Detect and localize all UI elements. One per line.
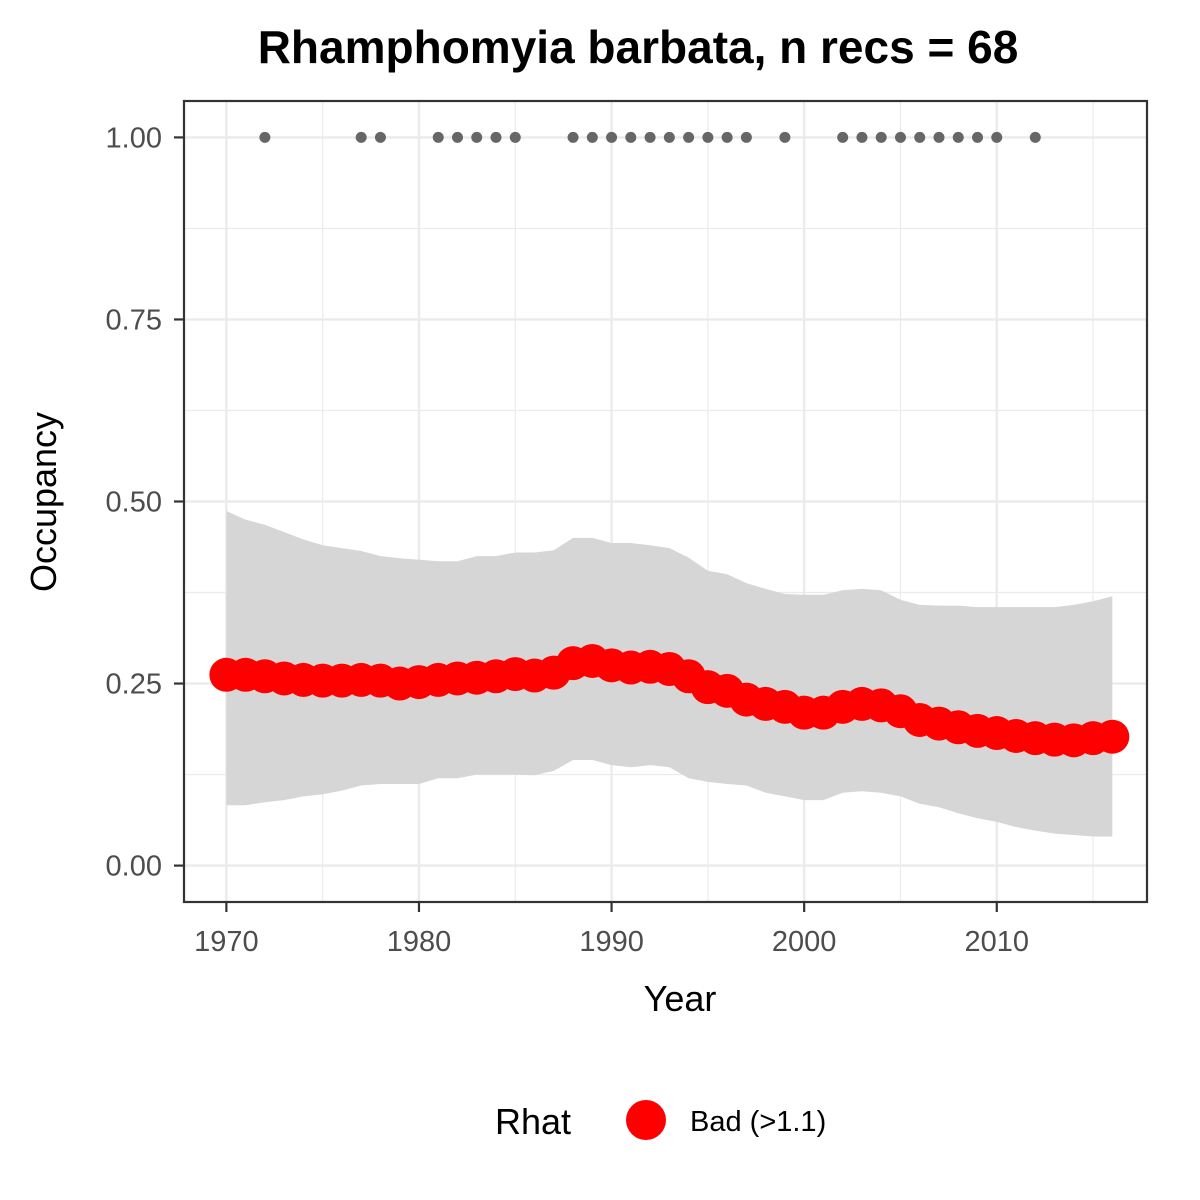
record-point-1985: [509, 131, 521, 143]
x-tick-label-2: 1990: [579, 926, 644, 958]
record-point-2010: [991, 131, 1003, 143]
record-point-1984: [490, 131, 502, 143]
y-axis-tick-labels: 0.00 0.25 0.50 0.75 1.00: [106, 122, 162, 882]
legend-key-bad: [626, 1100, 666, 1140]
record-point-1981: [432, 131, 444, 143]
x-tick-label-1: 1980: [387, 926, 452, 958]
record-point-1982: [451, 131, 463, 143]
y-axis-title: Occupancy: [23, 412, 64, 592]
record-point-2008: [952, 131, 964, 143]
record-point-2003: [856, 131, 868, 143]
record-point-1999: [779, 131, 791, 143]
record-point-1996: [721, 131, 733, 143]
record-point-1988: [567, 131, 579, 143]
x-axis-title: Year: [644, 978, 717, 1019]
record-point-1994: [683, 131, 695, 143]
x-tick-label-4: 2010: [965, 926, 1030, 958]
record-point-1978: [374, 131, 386, 143]
record-point-1990: [606, 131, 618, 143]
axis-ticks: [174, 136, 998, 912]
y-tick-label-0: 0.00: [106, 851, 162, 883]
x-axis-tick-labels: 1970 1980 1990 2000 2010: [194, 926, 1029, 958]
occupancy-trend: [209, 643, 1130, 758]
y-tick-label-3: 0.75: [106, 304, 162, 336]
record-point-1983: [471, 131, 483, 143]
record-point-2006: [914, 131, 926, 143]
legend-title: Rhat: [495, 1101, 571, 1142]
record-point-2002: [837, 131, 849, 143]
record-point-2007: [933, 131, 945, 143]
y-tick-label-2: 0.50: [106, 487, 162, 519]
record-point-1992: [644, 131, 656, 143]
record-points: [259, 131, 1041, 143]
x-tick-label-0: 1970: [194, 926, 259, 958]
x-tick-label-3: 2000: [772, 926, 837, 958]
record-point-2012: [1029, 131, 1041, 143]
record-point-1977: [355, 131, 367, 143]
record-point-1991: [625, 131, 637, 143]
record-point-2005: [894, 131, 906, 143]
y-tick-label-4: 1.00: [106, 122, 162, 154]
record-point-2004: [875, 131, 887, 143]
record-point-1993: [663, 131, 675, 143]
record-point-2009: [972, 131, 984, 143]
record-point-1989: [586, 131, 598, 143]
record-point-1997: [740, 131, 752, 143]
y-tick-label-1: 0.25: [106, 669, 162, 701]
legend-label-bad: Bad (>1.1): [690, 1106, 826, 1138]
record-point-1972: [259, 131, 271, 143]
legend: Rhat Bad (>1.1): [495, 1100, 826, 1142]
record-point-1995: [702, 131, 714, 143]
chart-title: Rhamphomyia barbata, n recs = 68: [258, 21, 1019, 73]
trend-point-2016: [1095, 719, 1130, 754]
